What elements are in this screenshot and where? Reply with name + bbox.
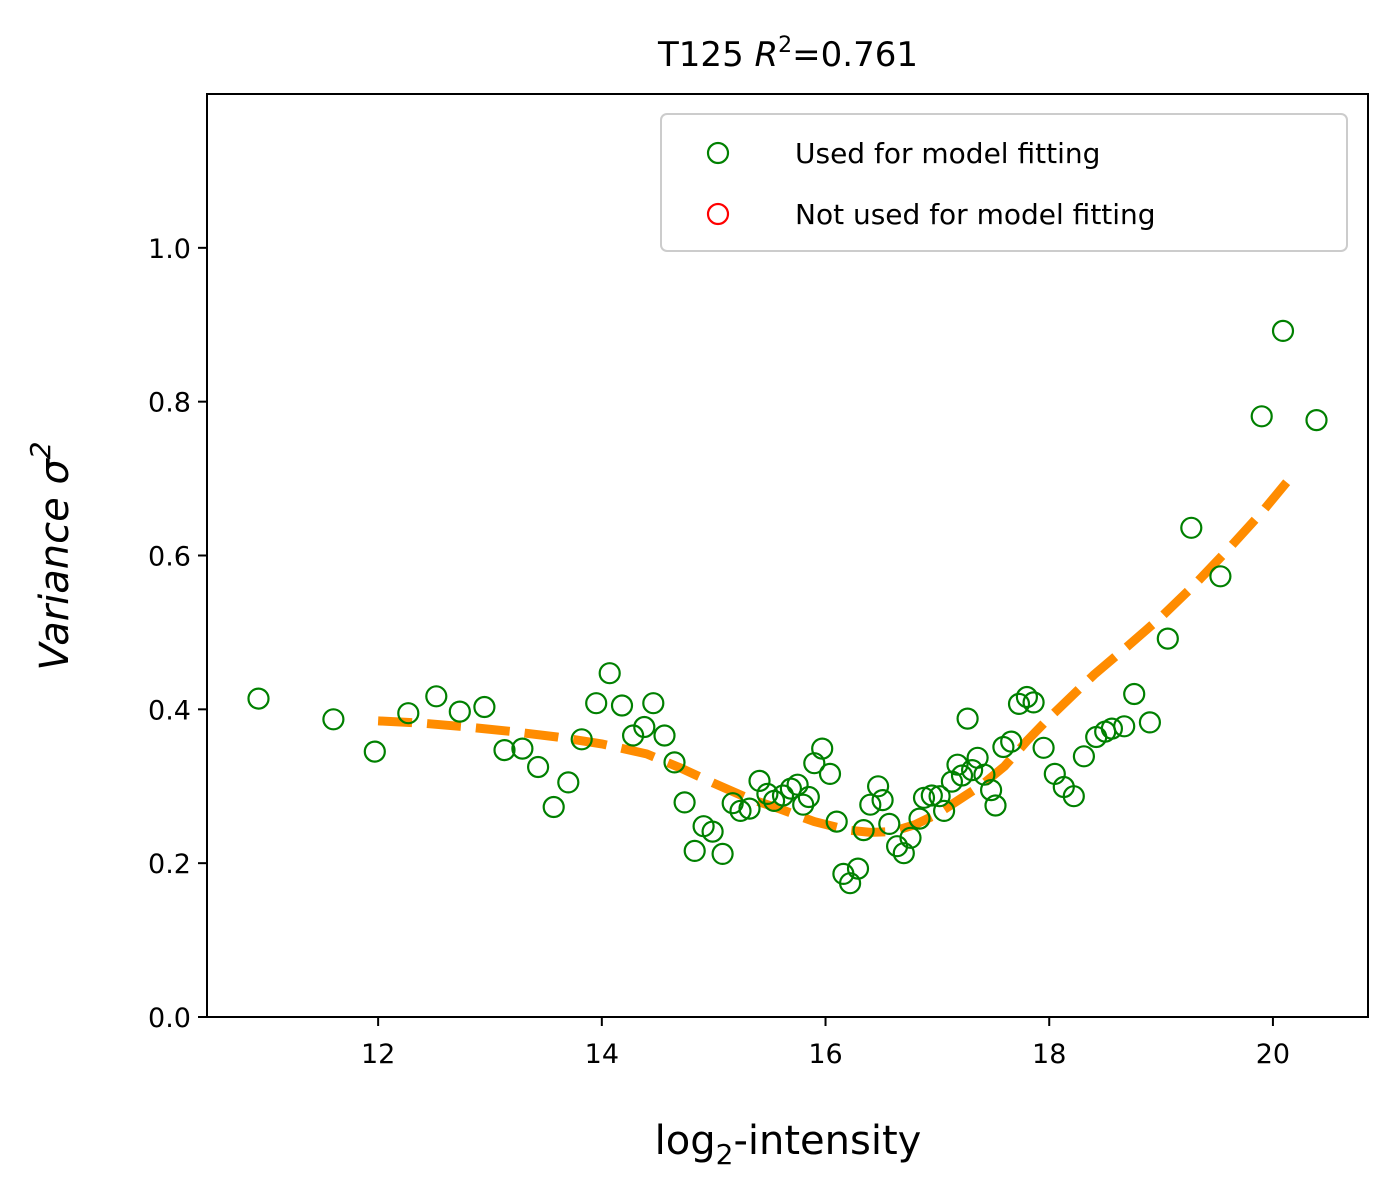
data-point <box>786 773 809 796</box>
data-point <box>633 715 656 739</box>
data-point <box>585 692 608 715</box>
fit-line-layer <box>377 475 1294 837</box>
y-axis: 0.0 0.2 0.4 0.6 0.8 1.0 <box>148 234 207 1034</box>
y-tick-label: 0.2 <box>148 849 191 880</box>
data-point <box>1138 711 1162 734</box>
data-point <box>818 762 842 786</box>
data-point <box>1015 685 1039 709</box>
data-point <box>871 788 894 812</box>
data-point <box>473 695 496 719</box>
data-point <box>979 778 1003 802</box>
data-point <box>920 784 943 807</box>
data-point <box>711 842 734 866</box>
data-point <box>1271 319 1295 342</box>
data-point <box>425 685 448 708</box>
data-point <box>866 775 890 798</box>
data-point <box>1032 736 1055 759</box>
y-tick-label: 0.4 <box>148 695 191 726</box>
data-point <box>363 740 386 763</box>
data-point <box>811 737 834 760</box>
x-tick-label: 16 <box>808 1039 842 1070</box>
data-point <box>663 751 686 774</box>
data-point <box>322 708 345 731</box>
data-point <box>570 728 593 751</box>
data-point <box>1007 692 1031 716</box>
data-point <box>448 700 471 723</box>
y-axis-label: Variance σ2 <box>24 441 78 670</box>
data-point <box>1072 745 1096 768</box>
data-point <box>653 724 676 747</box>
data-point <box>1022 691 1045 714</box>
data-point <box>852 818 875 842</box>
data-point <box>701 820 724 843</box>
data-point <box>797 785 820 809</box>
legend: Used for model fitting Not used for mode… <box>660 113 1348 252</box>
data-point <box>756 782 779 806</box>
data-point <box>846 857 870 880</box>
data-point <box>1123 682 1146 706</box>
legend-marker-not-used <box>706 202 730 226</box>
y-tick-label: 1.0 <box>148 234 191 265</box>
legend-box <box>660 113 1348 252</box>
data-point <box>908 807 931 830</box>
chart-title: T125 R2=0.761 <box>657 33 918 75</box>
data-point <box>493 738 516 762</box>
data-point <box>859 793 882 816</box>
legend-label-used: Used for model fitting <box>795 137 1100 170</box>
data-point <box>932 799 956 823</box>
data-point <box>792 793 815 816</box>
legend-marker-used <box>706 141 730 165</box>
y-tick-label: 0.8 <box>148 388 191 419</box>
data-point <box>1250 405 1273 428</box>
data-point <box>721 792 744 815</box>
data-point <box>956 707 979 730</box>
legend-label-not-used: Not used for model fitting <box>795 198 1156 231</box>
x-tick-label: 14 <box>585 1039 619 1070</box>
data-point <box>892 842 915 865</box>
data-point <box>825 810 848 833</box>
data-point <box>557 771 580 794</box>
data-point <box>878 812 901 836</box>
y-tick-label: 0.6 <box>148 542 191 573</box>
data-point <box>729 799 752 823</box>
data-point <box>984 794 1007 817</box>
data-point <box>397 702 420 725</box>
data-point <box>642 692 665 715</box>
data-point <box>946 753 969 776</box>
x-tick-label: 20 <box>1256 1039 1290 1070</box>
data-point <box>683 839 706 863</box>
data-point <box>748 769 771 793</box>
data-point <box>598 662 621 685</box>
data-point <box>511 737 534 760</box>
data-point <box>899 826 922 849</box>
data-point <box>928 785 951 808</box>
data-point <box>1156 627 1179 650</box>
data-point <box>247 687 270 710</box>
data-point <box>1113 715 1136 738</box>
data-point <box>1305 409 1328 432</box>
x-tick-label: 12 <box>361 1039 395 1070</box>
data-point <box>542 795 565 819</box>
data-point <box>960 758 984 782</box>
data-point <box>771 784 795 807</box>
data-point <box>1000 730 1023 753</box>
data-point <box>1100 717 1124 740</box>
data-point <box>738 797 761 820</box>
x-tick-label: 18 <box>1032 1039 1066 1070</box>
y-tick-label: 0.0 <box>148 1003 191 1034</box>
data-point <box>1209 565 1232 588</box>
fit-line <box>377 475 1294 837</box>
x-axis: 12 14 16 18 20 <box>361 1017 1290 1070</box>
scatter-points-layer <box>247 319 1328 895</box>
data-point <box>610 694 634 717</box>
data-point <box>1062 785 1085 808</box>
data-point <box>621 724 645 747</box>
data-point <box>973 763 996 786</box>
data-point <box>673 791 696 814</box>
data-point <box>526 755 550 779</box>
x-axis-label: log2-intensity <box>655 1118 922 1171</box>
data-point <box>1180 516 1203 539</box>
